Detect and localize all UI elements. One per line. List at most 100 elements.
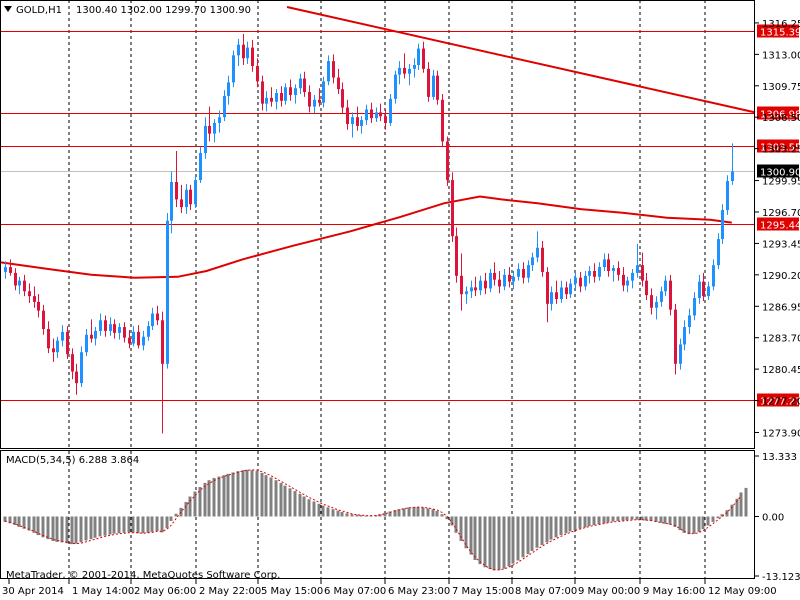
macd-bar <box>8 516 12 524</box>
macd-bar <box>739 492 743 517</box>
trendline-line[interactable] <box>286 5 756 114</box>
candle-body <box>588 270 591 276</box>
macd-bar <box>545 516 549 543</box>
candle-body <box>408 68 411 74</box>
candle-body <box>726 181 729 211</box>
candle-body <box>270 97 273 102</box>
candle-body <box>33 296 36 302</box>
price-level-value: 1277.27 <box>760 397 800 408</box>
macd-bar <box>84 516 88 541</box>
candle-body <box>327 61 330 82</box>
price-label: 1273.90 <box>762 428 800 439</box>
macd-bar <box>454 516 458 533</box>
candle-body <box>384 116 387 124</box>
candle-body <box>622 274 625 286</box>
macd-bar <box>554 516 558 538</box>
candle-body <box>113 324 116 333</box>
candle-body <box>512 276 515 282</box>
macd-bar <box>630 516 634 520</box>
time-label: 6 May 23:00 <box>388 586 450 597</box>
macd-bar <box>516 516 520 561</box>
macd-bar <box>378 514 382 517</box>
candle-body <box>607 259 610 271</box>
candle-body <box>693 298 696 316</box>
candle-body <box>137 331 140 346</box>
candle-body <box>522 269 525 278</box>
copyright-text: MetaTrader, © 2001-2014, MetaQuotes Soft… <box>6 570 280 581</box>
macd-bar <box>188 496 192 517</box>
candle-body <box>721 210 724 240</box>
candle-body <box>223 95 226 118</box>
macd-signal-polyline <box>4 469 742 571</box>
macd-bar <box>388 511 392 517</box>
macd-bar <box>359 515 363 517</box>
candle-body <box>650 295 653 308</box>
candle-body <box>645 280 648 296</box>
time-label: 9 May 00:00 <box>578 586 640 597</box>
macd-bar <box>89 516 93 540</box>
macd-bar <box>644 516 648 521</box>
candle-body <box>379 112 382 117</box>
candle-body <box>204 125 207 153</box>
candle-body <box>337 77 340 90</box>
macd-bar <box>507 516 511 567</box>
candle-body <box>498 279 501 287</box>
macd-bar <box>222 475 226 517</box>
moving-average-line[interactable] <box>0 195 732 279</box>
candle-body <box>375 112 378 119</box>
macd-bar <box>583 516 587 528</box>
candle-body <box>161 320 164 364</box>
macd-bar <box>407 507 411 517</box>
candle-body <box>227 82 230 96</box>
macd-bar <box>302 496 306 517</box>
candle-body <box>641 265 644 281</box>
candle-body <box>66 331 69 355</box>
candle-body <box>698 281 701 299</box>
macd-bar <box>578 516 582 529</box>
macd-bar <box>122 516 126 533</box>
macd-bar <box>459 516 463 541</box>
time-label: 30 Apr 2014 <box>2 586 64 597</box>
candle-body <box>555 292 558 300</box>
price-level-tag <box>757 139 799 153</box>
macd-histogram <box>3 469 748 571</box>
chevron-down-icon[interactable] <box>4 6 12 12</box>
macd-bar <box>592 516 596 526</box>
candle-body <box>356 117 359 126</box>
macd-bar <box>445 516 449 520</box>
price-label: 1283.70 <box>762 334 800 345</box>
macd-axis-label: 13.333 <box>762 452 797 463</box>
candle-body <box>660 291 663 302</box>
macd-bar <box>283 485 287 517</box>
price-level-value: 1315.39 <box>760 28 800 39</box>
candle-body <box>479 280 482 291</box>
candle-body <box>679 344 682 364</box>
macd-bar <box>502 516 506 569</box>
price-panel-frame <box>0 0 755 449</box>
candle-body <box>180 199 183 208</box>
macd-bar <box>355 514 359 517</box>
candle-body <box>242 44 245 59</box>
macd-bar <box>326 507 330 517</box>
candle-body <box>560 287 563 300</box>
macd-bar <box>640 516 644 521</box>
macd-bar <box>450 516 454 526</box>
macd-bar <box>730 504 734 517</box>
candle-body <box>75 371 78 384</box>
candle-body <box>132 331 135 344</box>
candle-body <box>470 287 473 292</box>
macd-bar <box>184 501 188 517</box>
candle-body <box>118 327 121 333</box>
macd-bar <box>673 516 677 527</box>
candle-body <box>37 301 40 311</box>
time-label: 2 May 06:00 <box>134 586 196 597</box>
axis-labels: 30 Apr 2014 1 May 14:00 2 May 06:00 2 May 2… <box>2 19 800 597</box>
candle-body <box>156 313 159 321</box>
macd-bar <box>511 516 515 564</box>
candle-body <box>294 88 297 95</box>
candle-body <box>351 117 354 124</box>
candle-body <box>503 274 506 287</box>
macd-bar <box>150 516 154 532</box>
candle-body <box>18 280 21 286</box>
macd-bar <box>687 516 691 535</box>
